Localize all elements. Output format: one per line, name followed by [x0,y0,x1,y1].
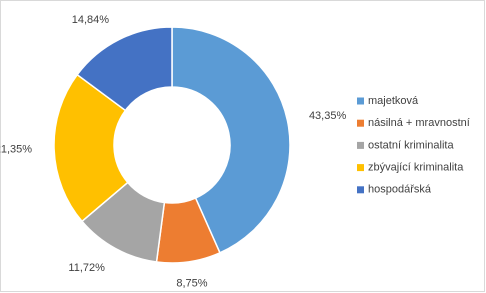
data-label: 21,35% [0,143,32,155]
legend-label: zbývající kriminalita [368,162,464,174]
legend-swatch [357,186,364,194]
legend-swatch [357,141,364,149]
data-label: 14,84% [72,14,110,26]
legend-label: násilná + mravnostní [368,117,470,129]
data-label: 11,72% [68,262,105,274]
donut-segment [53,73,129,223]
legend-swatch [357,97,364,105]
legend-label: ostatní kriminalita [368,139,454,151]
legend-swatch [357,119,364,127]
legend-label: hospodářská [368,184,432,196]
data-label: 43,35% [309,110,347,122]
donut-segment [76,26,173,112]
legend-label: majetková [368,95,419,107]
legend-swatch [357,164,364,172]
data-label: 8,75% [176,277,207,289]
donut-segment [171,26,291,254]
